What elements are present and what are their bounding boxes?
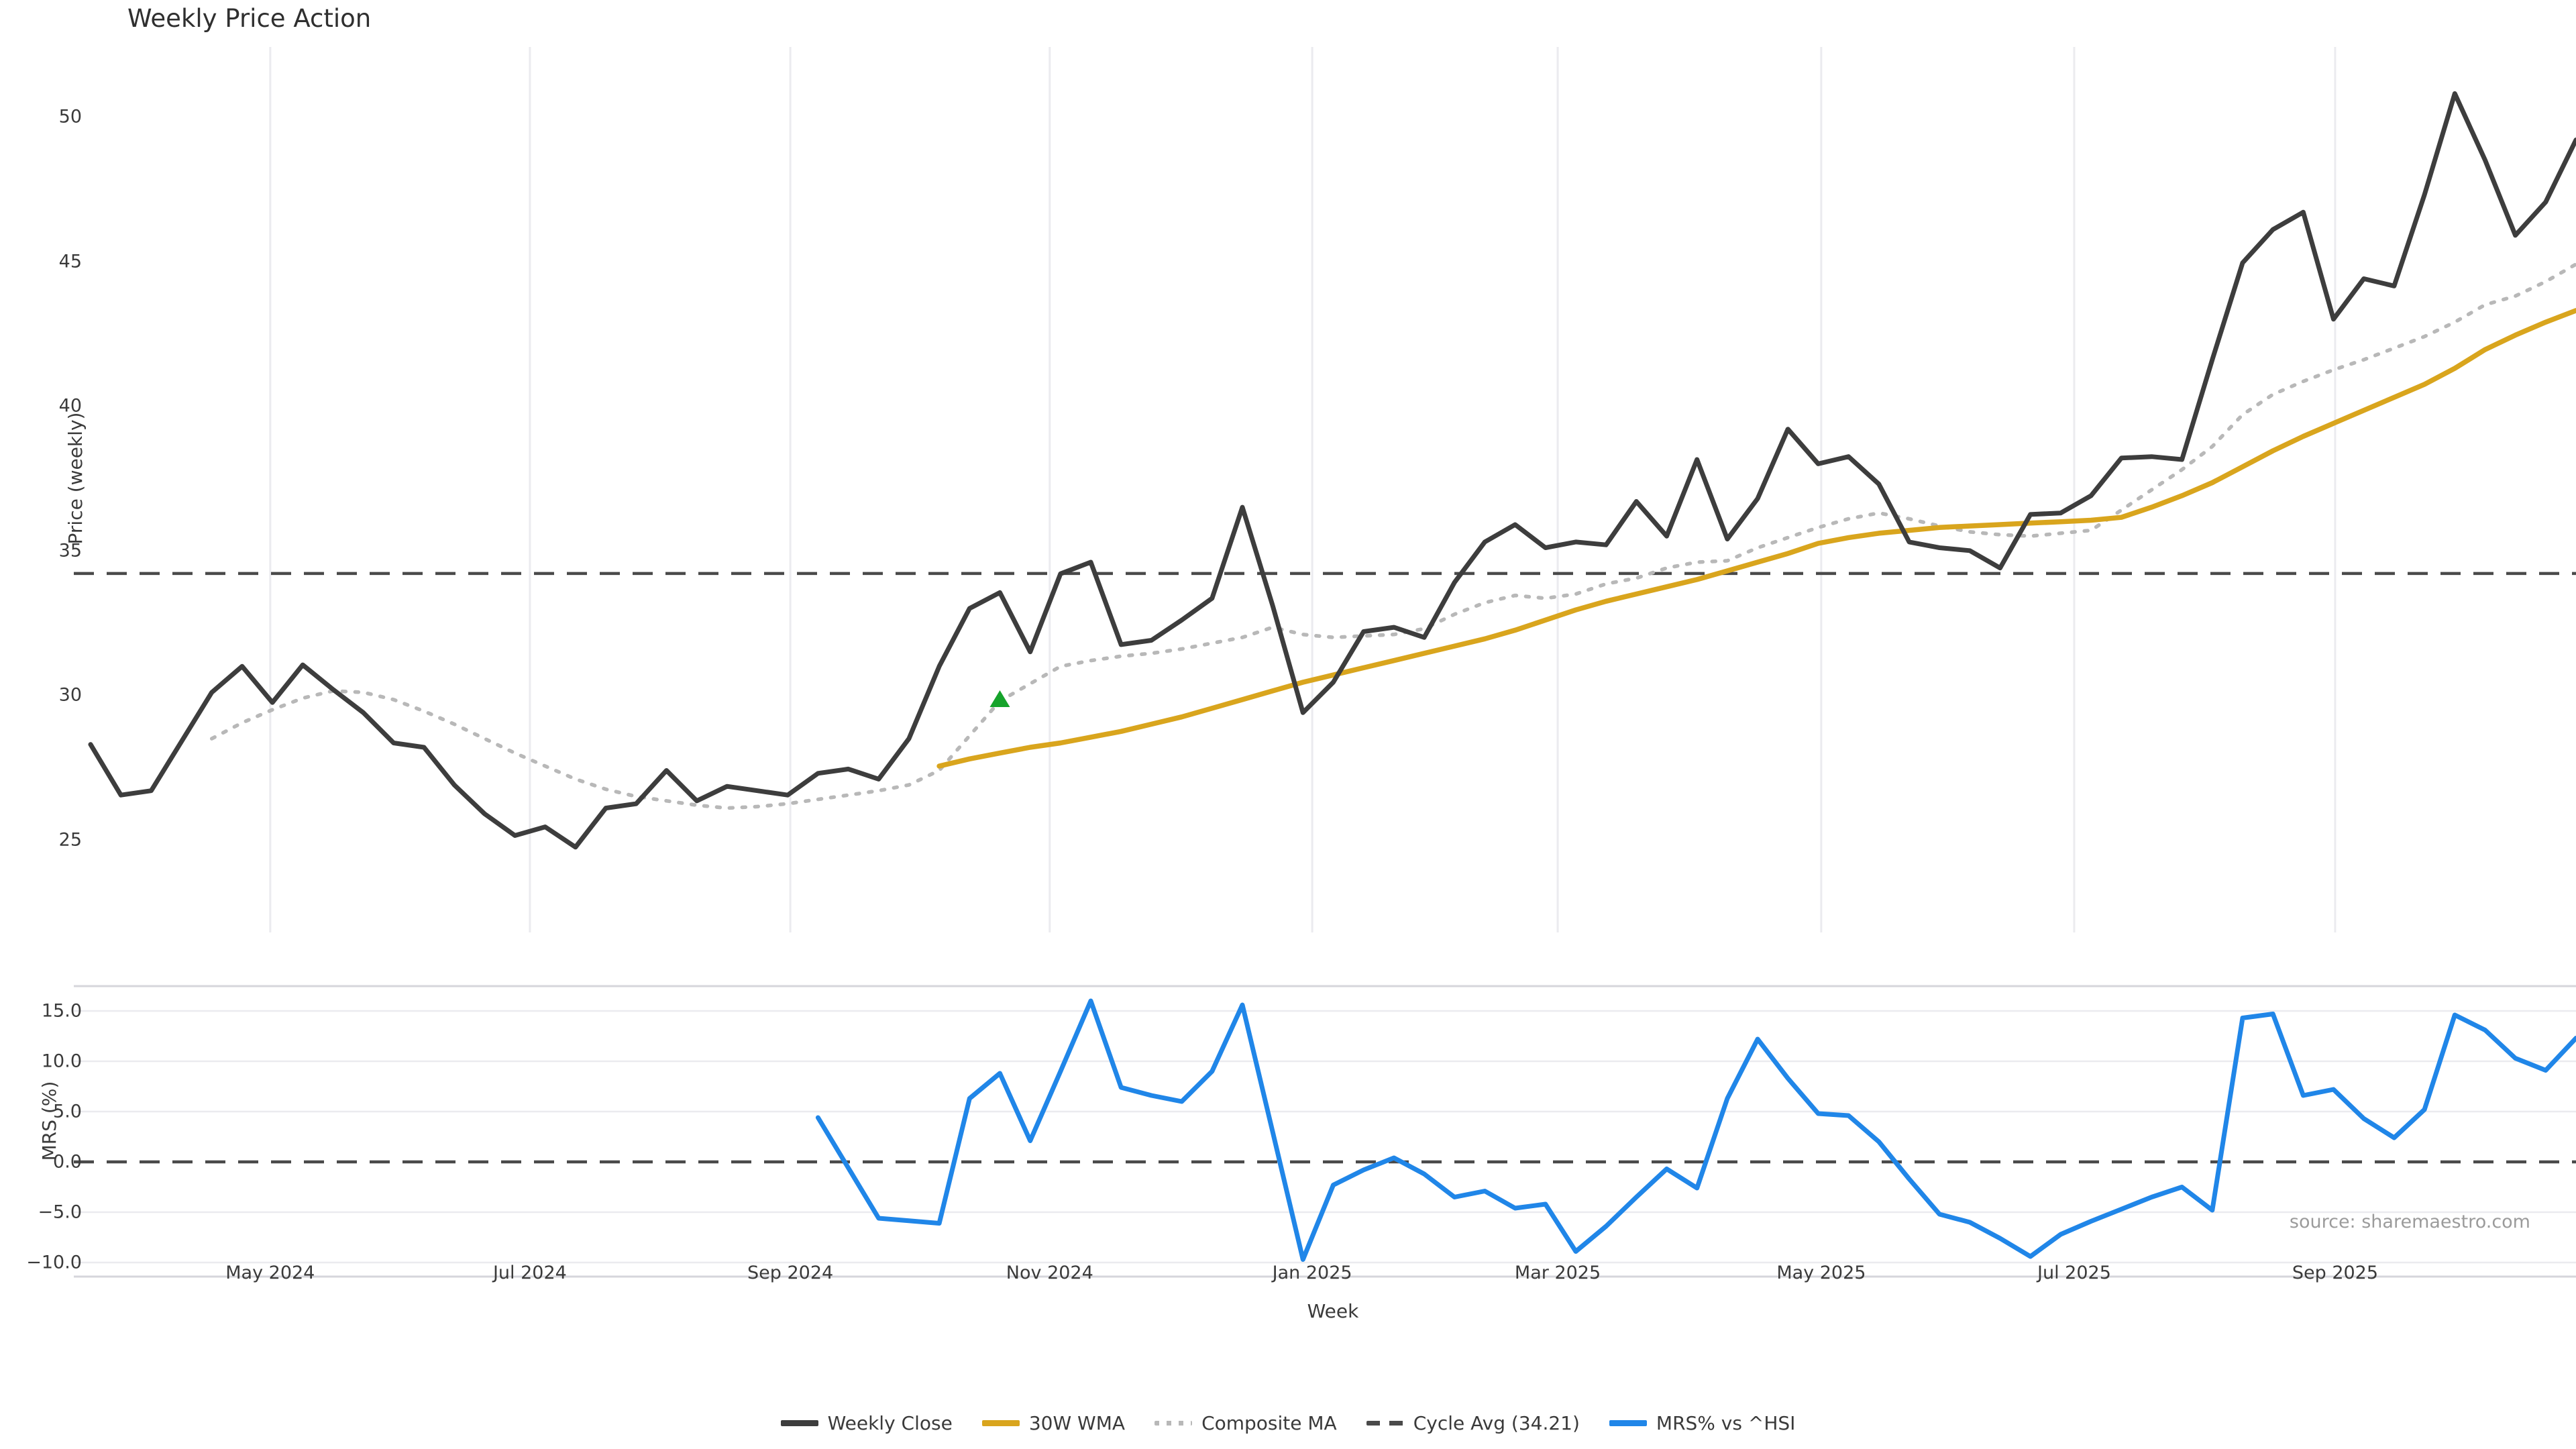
- mrs-line: [815, 998, 2576, 1262]
- composite-ma-line-icon: [1155, 1421, 1193, 1426]
- price-axis-label: Price (weekly): [64, 412, 87, 545]
- x-tick-label: May 2025: [1776, 1263, 1866, 1283]
- legend-label: 30W WMA: [1028, 1412, 1126, 1434]
- x-tick-label: Jul 2025: [2037, 1263, 2111, 1283]
- price-tick-label: 50: [58, 106, 82, 127]
- price-tick-label: 40: [58, 395, 82, 417]
- x-tick-label: Jul 2024: [492, 1263, 567, 1283]
- legend-label: MRS% vs ^HSI: [1656, 1412, 1796, 1434]
- legend-item: Cycle Avg (34.21): [1366, 1412, 1580, 1434]
- legend-item: 30W WMA: [981, 1412, 1126, 1434]
- x-tick-label: Sep 2024: [747, 1263, 834, 1283]
- mrs-tick-label: 15.0: [41, 1000, 82, 1022]
- legend-item: Composite MA: [1155, 1412, 1337, 1434]
- mrs-tick-label: 0.0: [53, 1151, 82, 1173]
- legend-label: Composite MA: [1201, 1412, 1337, 1434]
- legend-item: MRS% vs ^HSI: [1609, 1412, 1796, 1434]
- x-tick-label: Mar 2025: [1514, 1263, 1601, 1283]
- mrs-line-icon: [1609, 1420, 1647, 1426]
- price-tick-label: 35: [58, 540, 82, 561]
- source-credit: source: sharemaestro.com: [2289, 1212, 2530, 1232]
- wma-30w-line: [936, 308, 2576, 769]
- x-tick-label: Sep 2025: [2292, 1263, 2379, 1283]
- x-tick-label: May 2024: [225, 1263, 315, 1283]
- chart-legend: Weekly Close 30W WMA Composite MA Cycle Avg…: [0, 1412, 2576, 1434]
- legend-label: Cycle Avg (34.21): [1413, 1412, 1580, 1434]
- mrs-tick-label: −5.0: [38, 1201, 82, 1223]
- price-tick-label: 30: [58, 684, 82, 706]
- legend-item: Weekly Close: [780, 1412, 953, 1434]
- x-tick-label: Nov 2024: [1006, 1263, 1093, 1283]
- chart-title: Weekly Price Action: [127, 4, 372, 33]
- price-tick-label: 25: [58, 829, 82, 851]
- x-axis-label: Week: [1307, 1300, 1359, 1322]
- weekly-close-line: [88, 91, 2576, 850]
- wma-line-icon: [981, 1420, 1020, 1426]
- mrs-tick-label: 5.0: [53, 1101, 82, 1122]
- cycle-avg-line-icon: [1366, 1421, 1404, 1426]
- mrs-tick-label: 10.0: [41, 1051, 82, 1072]
- buy-signal-triangle-icon: [989, 690, 1010, 708]
- mrs-tick-label: −10.0: [26, 1252, 82, 1273]
- weekly-close-line-icon: [780, 1420, 818, 1426]
- legend-label: Weekly Close: [827, 1412, 953, 1434]
- composite-ma-line: [209, 262, 2576, 810]
- price-tick-label: 45: [58, 251, 82, 272]
- x-tick-label: Jan 2025: [1272, 1263, 1352, 1283]
